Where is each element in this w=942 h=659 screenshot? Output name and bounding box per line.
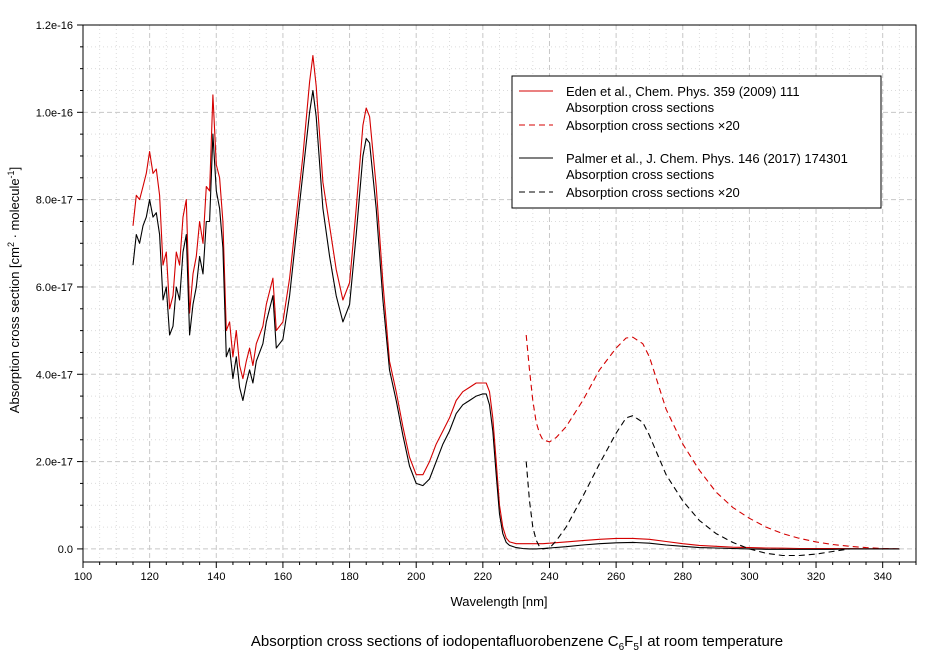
legend-eden-dashed-label: Absorption cross sections ×20 [566, 118, 740, 133]
legend-eden-solid-label: Absorption cross sections [566, 100, 715, 115]
y-axis-label-mid: · molecule [7, 178, 22, 242]
x-tick-label: 300 [740, 571, 758, 583]
y-tick-label: 2.0e-17 [36, 457, 73, 469]
legend-palmer-title: Palmer et al., J. Chem. Phys. 146 (2017)… [566, 151, 848, 166]
x-tick-label: 100 [74, 571, 92, 583]
y-tick-label: 0.0 [58, 544, 73, 556]
series-layer [132, 55, 900, 557]
chart-caption: Absorption cross sections of iodopentafl… [251, 633, 783, 653]
legend-palmer-solid-label: Absorption cross sections [566, 167, 715, 182]
x-tick-label: 220 [474, 571, 492, 583]
legend-box [511, 75, 882, 209]
caption-sub2: 5 [633, 642, 639, 653]
caption-mid: F [624, 633, 633, 650]
x-tick-label: 240 [540, 571, 558, 583]
x-tick-label: 320 [807, 571, 825, 583]
y-axis: 0.0 2.0e-17 4.0e-17 6.0e-17 8.0e-17 1.0e-16 1.… [36, 20, 83, 556]
y-tick-label: 1.0e-16 [36, 107, 73, 119]
x-tick-label: 160 [274, 571, 292, 583]
x-tick-label: 280 [674, 571, 692, 583]
series-eden-solid [132, 55, 900, 550]
series-eden-dashed [525, 334, 900, 550]
y-tick-label: 8.0e-17 [36, 195, 73, 207]
x-axis: 100 120 140 160 180 200 220 240 260 280 300 320 340 [74, 562, 917, 583]
y-tick-label: 6.0e-17 [36, 282, 73, 294]
x-axis-label: Wavelength [nm] [450, 594, 547, 609]
x-tick-label: 340 [874, 571, 892, 583]
y-tick-label: 1.2e-16 [36, 20, 73, 32]
series-palmer-solid [132, 89, 900, 550]
x-tick-label: 260 [607, 571, 625, 583]
x-tick-label: 120 [140, 571, 158, 583]
y-axis-label-sup2: -1 [6, 170, 16, 178]
caption-sub1: 6 [619, 642, 625, 653]
series-palmer-dashed [525, 415, 850, 557]
caption-suffix: I at room temperature [639, 633, 783, 650]
grid [82, 24, 917, 562]
y-axis-label-suffix: ] [7, 167, 22, 171]
y-axis-label-prefix: Absorption cross section [cm [7, 247, 22, 413]
y-axis-label-sup1: 2 [6, 242, 16, 247]
caption-prefix: Absorption cross sections of iodopentafl… [251, 633, 619, 650]
legend-palmer-dashed-label: Absorption cross sections ×20 [566, 185, 740, 200]
legend-eden-title: Eden et al., Chem. Phys. 359 (2009) 111 [566, 84, 800, 99]
x-tick-label: 180 [340, 571, 358, 583]
x-tick-label: 200 [407, 571, 425, 583]
x-tick-label: 140 [207, 571, 225, 583]
y-axis-label: Absorption cross section [cm2 · molecule… [6, 167, 22, 413]
legend: Eden et al., Chem. Phys. 359 (2009) 111 … [511, 75, 882, 209]
y-tick-label: 4.0e-17 [36, 369, 73, 381]
